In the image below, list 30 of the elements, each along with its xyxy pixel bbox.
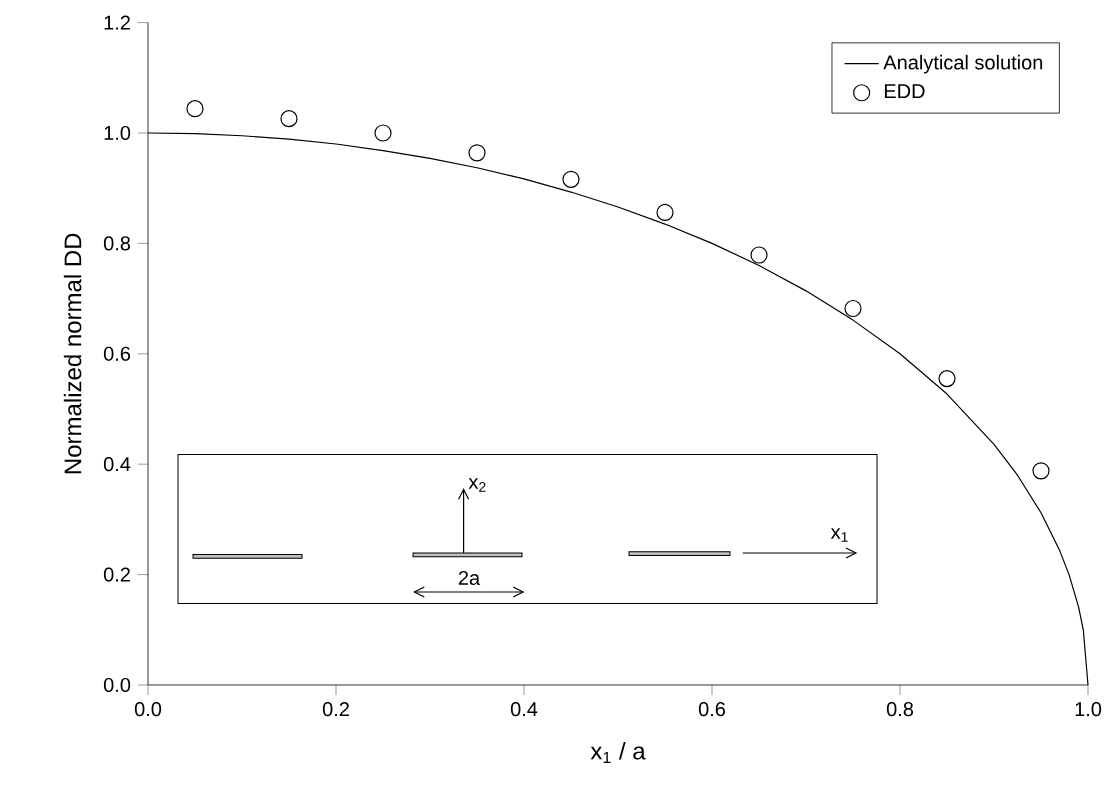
y-axis-title: Normalized normal DD — [63, 233, 82, 474]
annotation: x$_{1}$ — [830, 528, 848, 542]
y-tick-label: 0.6 — [103, 346, 131, 361]
legend-label: Analytical solution — [883, 54, 1043, 74]
x-axis-title: x$_{1}$ / a — [590, 741, 646, 763]
annotation: 2a — [458, 570, 481, 586]
point — [562, 170, 580, 188]
y-tick-label: 0.4 — [103, 457, 131, 472]
y-tick-label: 0.0 — [103, 677, 131, 693]
y-tick-label: 0.8 — [103, 236, 131, 251]
y-tick-label: 1.2 — [104, 15, 130, 30]
annotation: x$_{2}$ — [468, 478, 486, 492]
x-tick-label: 1.0 — [1075, 702, 1102, 717]
y-tick-label: 1.0 — [104, 125, 131, 141]
x-tick-label: 0.0 — [134, 702, 162, 717]
point — [656, 203, 674, 222]
x-tick-label: 0.2 — [322, 702, 349, 717]
x-tick-label: 0.4 — [510, 702, 538, 717]
x-tick-label: 0.8 — [886, 702, 914, 717]
point — [938, 370, 956, 388]
x-tick-label: 0.6 — [698, 702, 726, 717]
legend-label: EDD — [884, 84, 925, 99]
point — [468, 144, 486, 162]
y-tick-label: 0.2 — [103, 567, 130, 582]
point — [374, 124, 392, 142]
point — [750, 246, 768, 264]
point — [186, 100, 204, 118]
point — [844, 299, 862, 318]
point — [280, 110, 298, 128]
point — [1032, 462, 1050, 480]
